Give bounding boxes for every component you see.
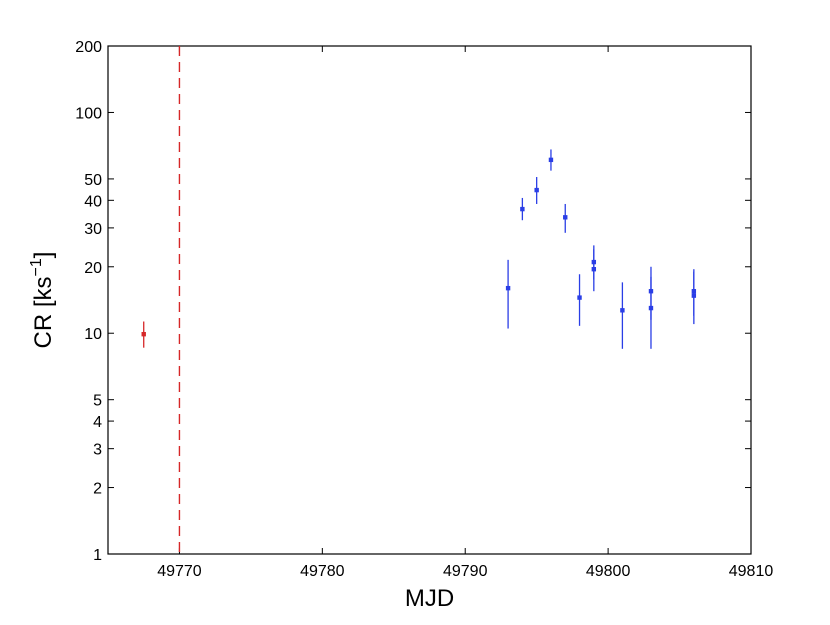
x-axis-label: MJD <box>405 585 454 612</box>
x-tick-label: 49790 <box>443 563 488 580</box>
data-point <box>691 289 697 294</box>
data-point <box>520 206 525 212</box>
data-point <box>620 308 625 313</box>
y-tick-label: 200 <box>75 39 102 56</box>
x-tick-label: 49800 <box>586 563 631 580</box>
plot-frame <box>107 45 752 555</box>
data-point <box>505 285 511 291</box>
y-tick-label: 3 <box>93 442 102 459</box>
data-point <box>563 215 568 220</box>
y-axis-label: CR [ks−1] <box>28 252 57 349</box>
y-tick-label: 4 <box>93 414 102 431</box>
y-tick-label: 10 <box>84 326 102 343</box>
y-tick-label: 1 <box>93 547 102 564</box>
data-point <box>534 187 539 193</box>
data-point <box>591 259 597 265</box>
y-tick-label: 20 <box>84 260 102 277</box>
y-tick-label: 30 <box>84 221 102 238</box>
data-point <box>648 289 654 294</box>
x-tick-label: 49770 <box>157 563 202 580</box>
data-point <box>548 157 554 163</box>
y-axis-label-base: CR [ks <box>30 276 57 348</box>
y-tick-label: 2 <box>93 481 102 498</box>
data-marks <box>141 46 697 554</box>
x-tick-label: 49810 <box>729 563 774 580</box>
y-tick-label: 100 <box>75 105 102 122</box>
axis-ticks: 49770 49780 49790 49800 49810 1 2 3 4 5 10 20 30 40 50… <box>75 39 773 580</box>
data-point <box>141 331 146 337</box>
x-tick-label: 49780 <box>300 563 345 580</box>
y-axis-label-close: ] <box>30 252 57 259</box>
y-axis-label-exponent: −1 <box>28 258 45 276</box>
y-tick-label: 40 <box>84 193 102 210</box>
y-tick-label: 50 <box>84 172 102 189</box>
data-point <box>577 295 582 300</box>
y-tick-label: 5 <box>93 393 102 410</box>
